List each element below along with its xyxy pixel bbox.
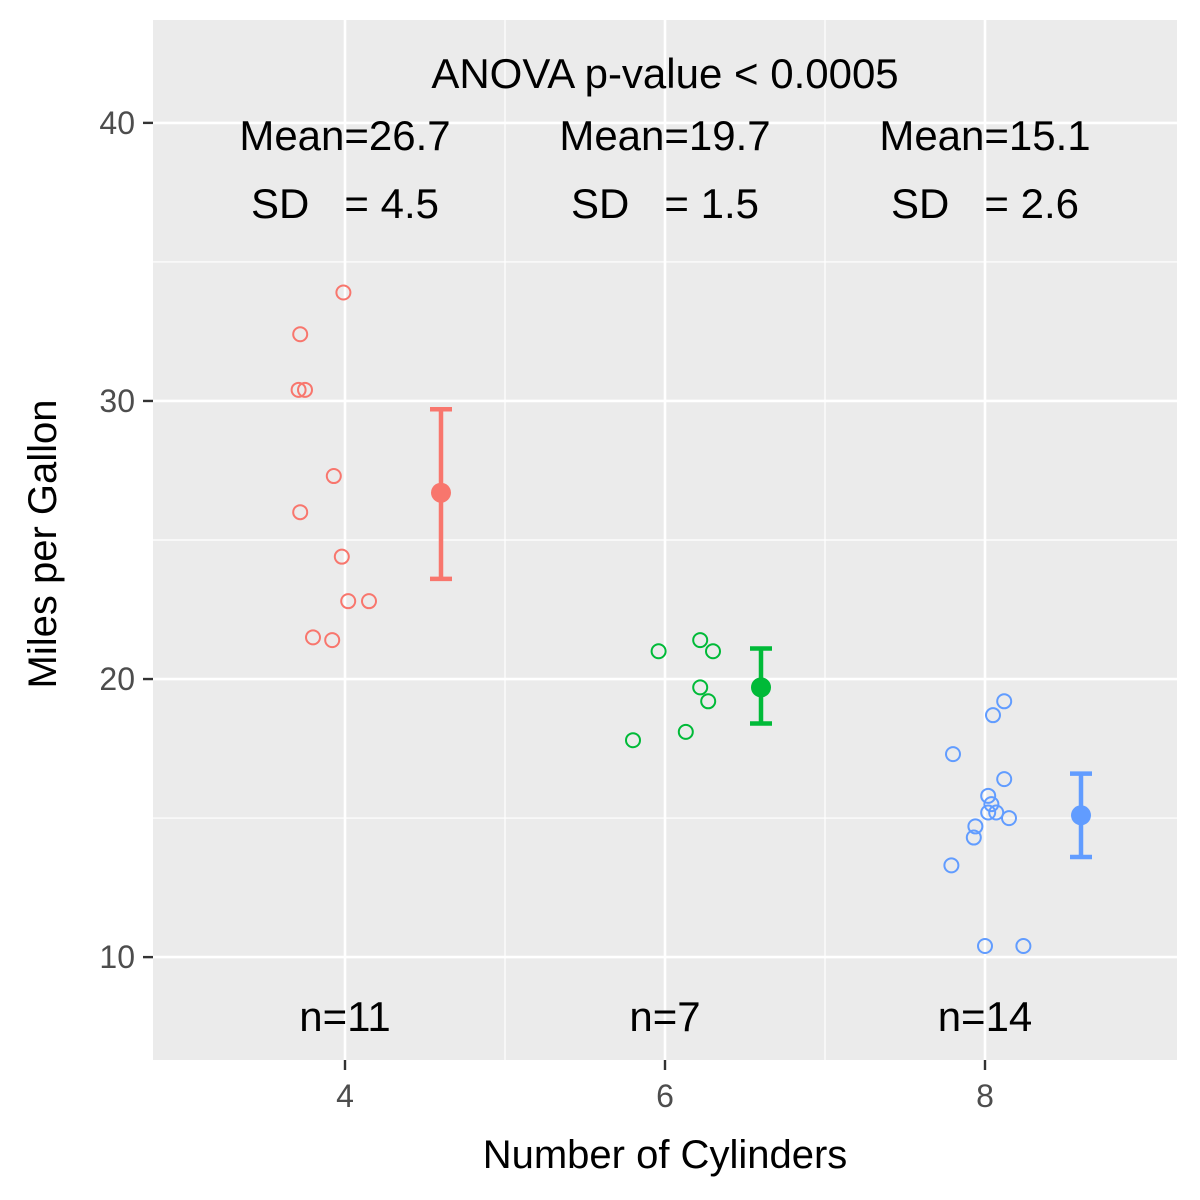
data-point <box>967 818 984 835</box>
data-point <box>988 804 1005 821</box>
data-point <box>1015 937 1032 954</box>
y-tick-label: 20 <box>99 661 135 697</box>
data-point <box>705 643 721 660</box>
data-point <box>677 723 694 740</box>
data-point <box>692 679 709 696</box>
axis-ticks <box>143 121 987 1070</box>
data-point <box>290 381 307 398</box>
mean-label: Mean=19.7 <box>559 112 770 159</box>
n-label: n=7 <box>629 993 700 1040</box>
data-point <box>980 804 997 821</box>
data-point <box>361 593 377 610</box>
annotations: ANOVA p-value < 0.0005 Mean=26.7 SD = 4.5… <box>239 50 1090 1040</box>
data-point <box>996 771 1013 788</box>
data-point <box>324 632 341 649</box>
mean-point <box>751 677 771 698</box>
x-tick-label: 8 <box>976 1078 994 1114</box>
y-tick-label: 30 <box>99 383 135 419</box>
y-tick-label: 40 <box>99 105 135 141</box>
data-point <box>996 693 1013 710</box>
n-label: n=11 <box>299 993 391 1040</box>
data-point <box>980 787 997 804</box>
x-tick-label: 6 <box>656 1078 674 1114</box>
data-point <box>335 284 352 301</box>
data-point <box>1001 810 1017 827</box>
data-point <box>945 746 961 763</box>
sd-label: SD = 4.5 <box>251 180 439 227</box>
mean-point <box>1071 805 1091 826</box>
data-point <box>340 593 357 610</box>
y-axis-title: Miles per Gallon <box>21 399 65 688</box>
n-label: n=14 <box>938 993 1033 1040</box>
sd-label: SD = 2.6 <box>891 180 1079 227</box>
data-point <box>292 504 309 521</box>
data-point <box>650 643 667 660</box>
major-gridlines <box>153 20 1177 1060</box>
tick-labels: 4 6 8 10 20 30 40 <box>99 105 993 1114</box>
raw-points <box>290 284 1032 954</box>
data-point <box>965 829 982 846</box>
data-point <box>700 693 717 710</box>
data-point <box>985 707 1001 724</box>
mean-point <box>431 482 451 503</box>
sd-label: SD = 1.5 <box>571 180 759 227</box>
data-point <box>943 857 960 874</box>
mean-label: Mean=15.1 <box>879 112 1090 159</box>
anova-annotation: ANOVA p-value < 0.0005 <box>431 50 898 97</box>
mean-error-bars <box>430 407 1092 860</box>
data-point <box>625 732 641 749</box>
data-point <box>977 937 993 954</box>
data-point <box>305 629 321 646</box>
data-point <box>692 632 709 649</box>
x-axis-title: Number of Cylinders <box>483 1133 848 1177</box>
data-point <box>325 468 342 485</box>
data-point <box>292 326 309 343</box>
mean-label: Mean=26.7 <box>239 112 450 159</box>
data-point <box>333 548 350 565</box>
data-point <box>297 381 313 398</box>
data-point <box>983 796 1000 813</box>
y-tick-label: 10 <box>99 939 135 975</box>
x-tick-label: 4 <box>336 1078 354 1114</box>
